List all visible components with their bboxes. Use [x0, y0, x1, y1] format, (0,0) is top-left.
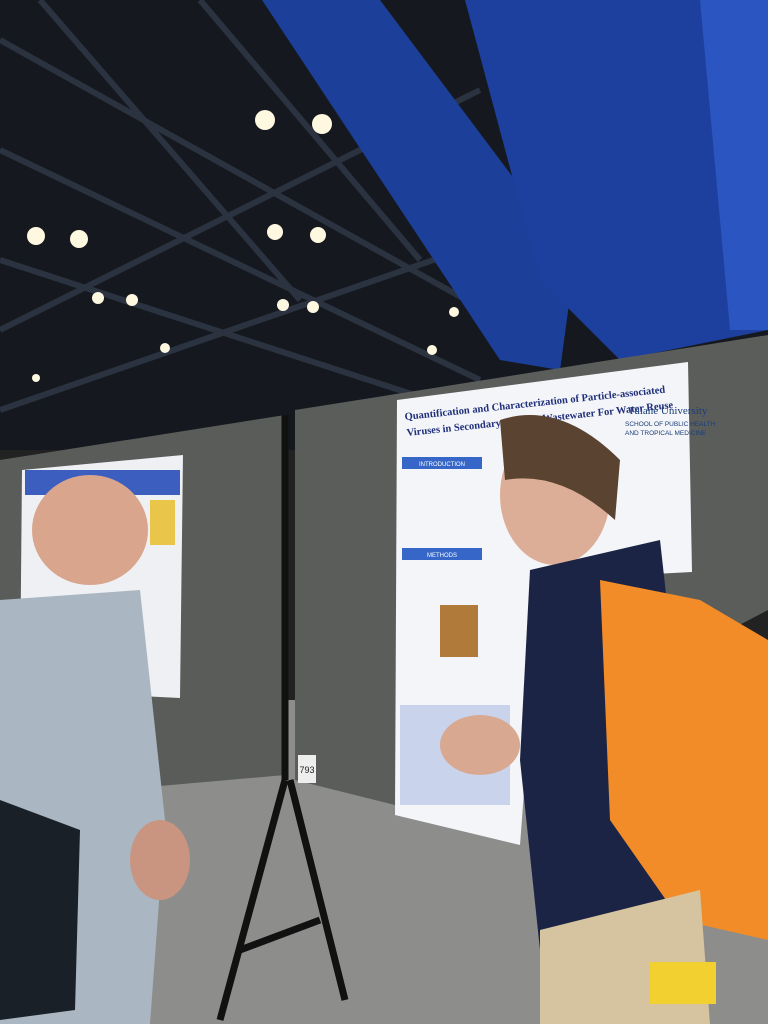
- blue-pipe: [465, 0, 768, 360]
- poster-school: SCHOOL OF PUBLIC HEALTH: [625, 421, 716, 428]
- poster-photo: [440, 605, 478, 657]
- poster-school: AND TROPICAL MEDICINE: [625, 430, 707, 437]
- blue-pipe: [262, 0, 575, 370]
- poster-figure: [150, 500, 175, 545]
- badge-holder: [650, 962, 716, 1004]
- person-left-bag: [0, 800, 80, 1020]
- easel: [216, 415, 349, 1021]
- person-left-head: [32, 475, 148, 585]
- section-heading: INTRODUCTION: [419, 462, 465, 468]
- section-bar: [402, 548, 482, 560]
- section-bar: [402, 457, 482, 469]
- board-number-tag: [298, 755, 316, 783]
- section-heading: METHODS: [427, 553, 457, 559]
- person-right-hair: [500, 415, 620, 520]
- person-left-hands: [130, 820, 190, 900]
- backpack: [600, 580, 768, 940]
- person-right-hands: [440, 715, 520, 775]
- pipe-highlight: [700, 0, 768, 330]
- ceiling-lights: [27, 110, 492, 382]
- poster-institution: Tulane University: [628, 405, 708, 417]
- board-number: 793: [299, 765, 314, 775]
